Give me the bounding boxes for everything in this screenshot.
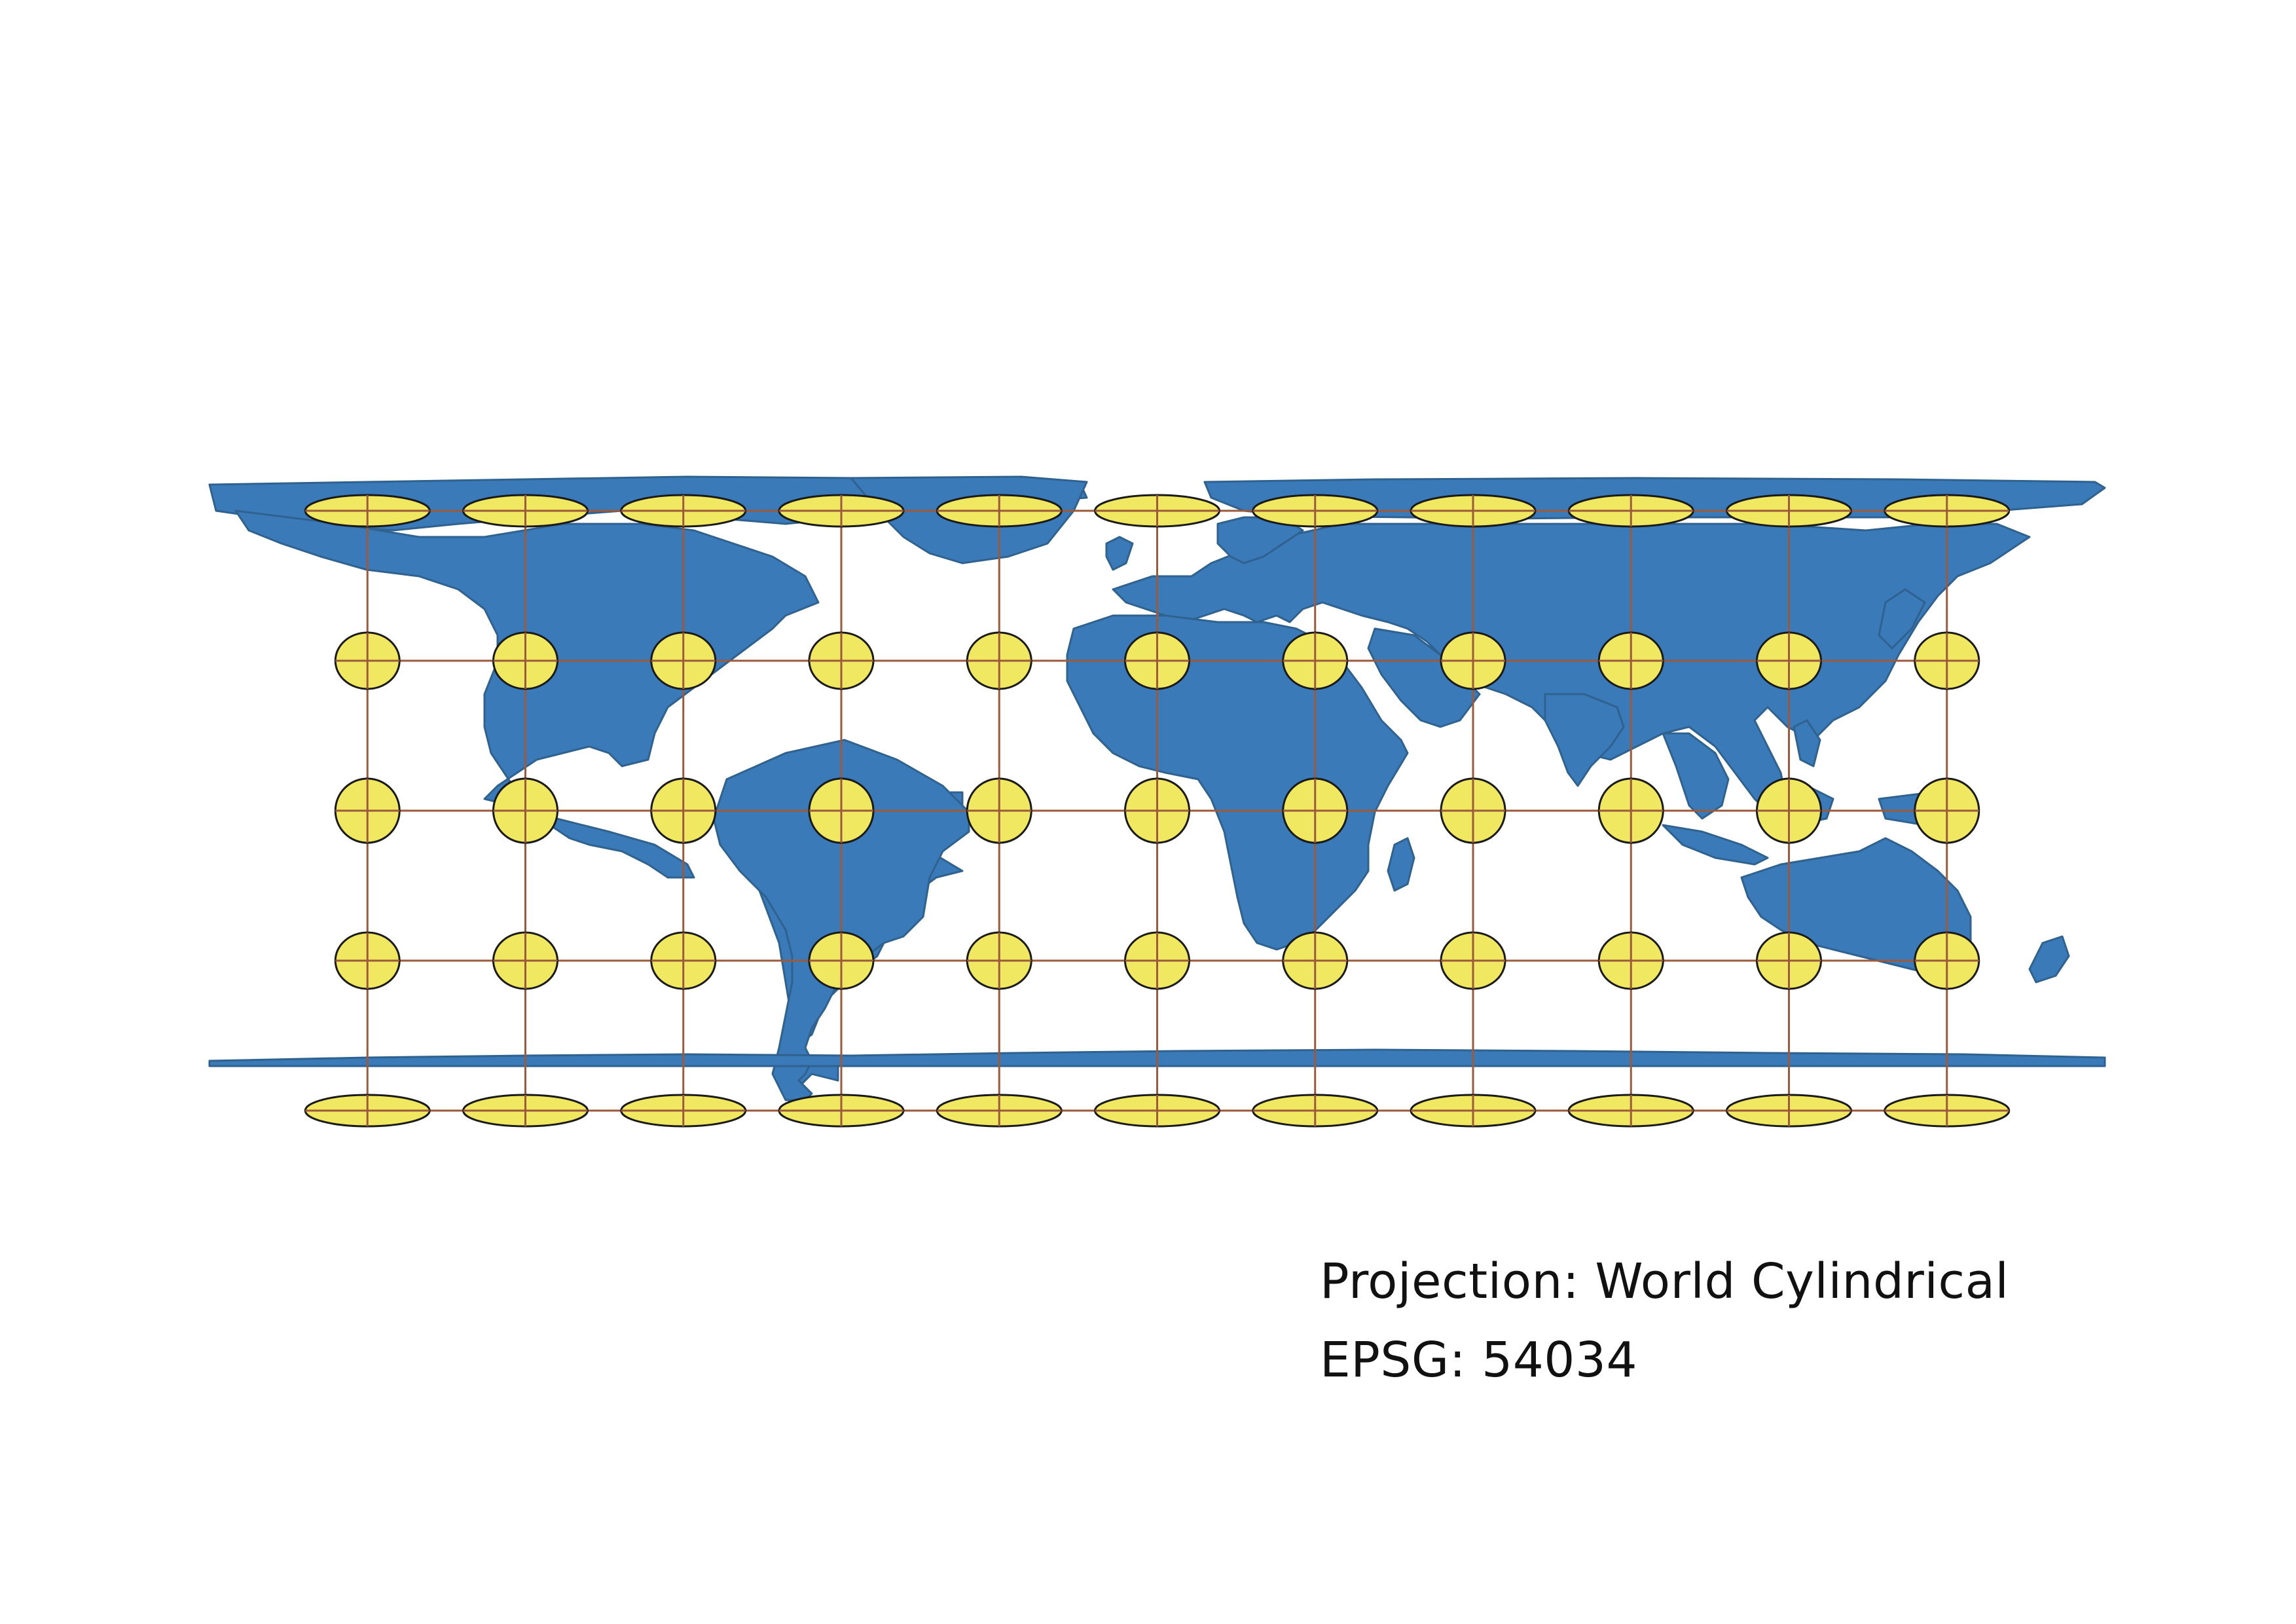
epsg-caption: EPSG: 54034: [1320, 1332, 1638, 1388]
land-new-zealand: [2028, 935, 2070, 984]
land-se-asia: [1662, 732, 1730, 820]
land-india: [1544, 693, 1625, 787]
projection-caption: Projection: World Cylindrical: [1320, 1253, 2009, 1310]
land-arabia: [1367, 627, 1481, 728]
land-layer: [208, 475, 2106, 1101]
land-uk: [1105, 536, 1134, 571]
land-philippines: [1793, 719, 1821, 767]
land-japan: [1878, 588, 1926, 650]
tissot-indicatrix-layer: [304, 494, 2011, 1128]
land-madagascar: [1387, 837, 1415, 892]
land-indonesia-west: [1662, 824, 1769, 866]
